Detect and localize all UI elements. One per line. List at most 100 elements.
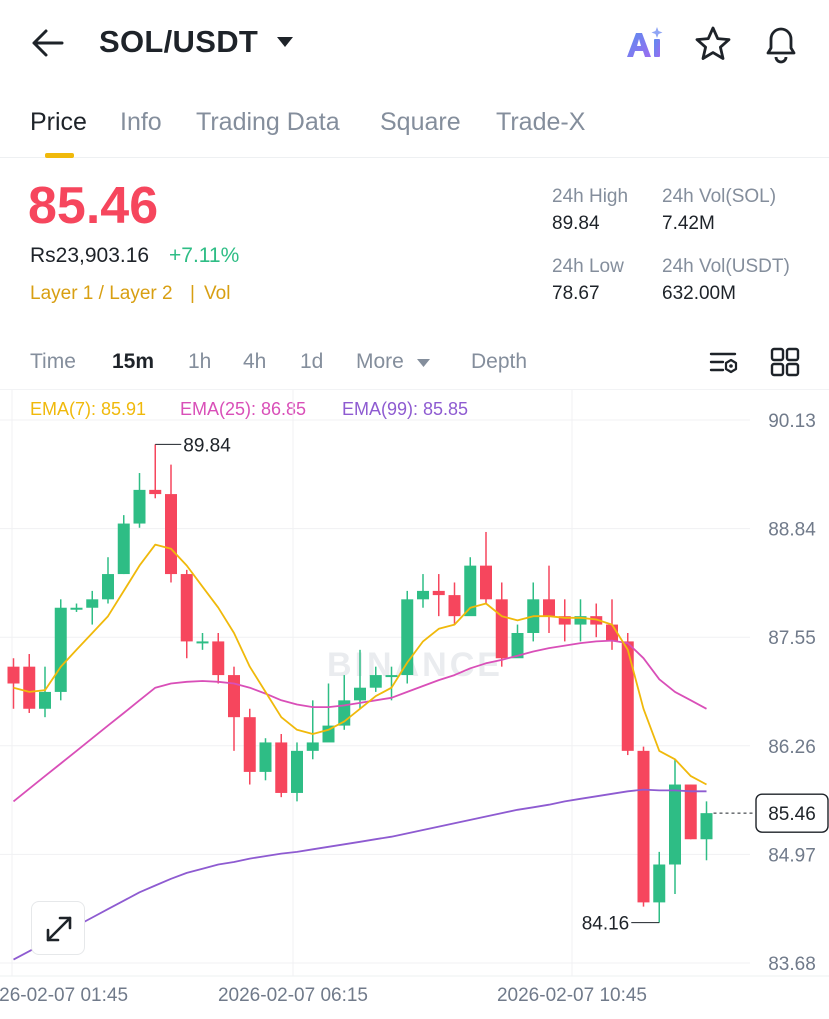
expand-icon xyxy=(46,916,72,942)
y-tick-label: 84.97 xyxy=(768,845,816,866)
candle-body xyxy=(23,666,36,709)
candle-body xyxy=(653,864,666,903)
interval-15m[interactable]: 15m xyxy=(112,350,155,373)
low-marker-label: 84.16 xyxy=(582,914,630,935)
y-tick-label: 83.68 xyxy=(768,954,816,975)
last-price: 85.46 xyxy=(28,177,159,235)
candle-body xyxy=(7,666,20,684)
y-tick-label: 86.26 xyxy=(768,737,816,758)
candle-body xyxy=(369,675,382,688)
ema99-label: EMA(99): 85.85 xyxy=(342,399,469,419)
interval-depth[interactable]: Depth xyxy=(471,350,528,373)
top-bar: SOL/USDT xyxy=(0,0,829,88)
tab-trade-x[interactable]: Trade-X xyxy=(496,108,586,136)
candle-body xyxy=(669,784,681,865)
candle-body xyxy=(259,742,272,772)
ema7-line xyxy=(13,543,707,786)
grid-layout-icon[interactable] xyxy=(768,346,802,378)
candle-body xyxy=(165,494,177,575)
candle-body xyxy=(70,607,83,610)
candle-body xyxy=(480,565,492,600)
chart-settings-icon[interactable] xyxy=(707,346,741,378)
category-tag[interactable]: Layer 1 / Layer 2 xyxy=(30,283,173,304)
candle-body xyxy=(700,813,713,840)
interval-bar: Time 15m 1h 4h 1d More Depth xyxy=(0,336,829,390)
candle-body xyxy=(149,489,162,495)
y-tick-label: 88.84 xyxy=(768,520,816,541)
candle-body xyxy=(212,641,225,676)
low-value: 78.67 xyxy=(552,283,600,304)
ema99-line xyxy=(13,788,707,961)
ai-icon[interactable] xyxy=(624,24,666,64)
interval-1d[interactable]: 1d xyxy=(300,350,324,373)
x-tick-label: 2026-02-07 10:45 xyxy=(497,985,647,1006)
candle-body xyxy=(306,742,319,751)
candle-body xyxy=(448,595,461,617)
candle-body xyxy=(684,784,697,840)
candle-body xyxy=(86,599,99,608)
candle-body xyxy=(275,742,288,793)
candle-body xyxy=(464,565,477,617)
candle-body xyxy=(558,616,571,625)
x-tick-label: 2026-02-07 01:45 xyxy=(0,985,128,1006)
tab-price[interactable]: Price xyxy=(30,108,87,136)
caret-down-icon[interactable] xyxy=(276,35,294,49)
last-price-label: 85.46 xyxy=(768,804,816,825)
candle-body xyxy=(574,616,587,625)
candle-body xyxy=(39,691,51,709)
candle-body xyxy=(511,632,524,659)
candle-body xyxy=(621,641,634,751)
arrow-left-icon[interactable] xyxy=(30,26,66,60)
interval-1h[interactable]: 1h xyxy=(188,350,212,373)
candle-body xyxy=(180,574,193,642)
main-tabs: Price Info Trading Data Square Trade-X xyxy=(0,96,829,158)
interval-time[interactable]: Time xyxy=(30,350,76,373)
y-tick-label: 87.55 xyxy=(768,628,816,649)
ema7-label: EMA(7): 85.91 xyxy=(30,399,147,419)
bell-icon[interactable] xyxy=(760,22,802,64)
star-icon[interactable] xyxy=(693,24,733,64)
ema25-line xyxy=(12,639,707,803)
x-tick-label: 2026-02-07 06:15 xyxy=(218,985,368,1006)
more-caret-icon[interactable] xyxy=(416,358,431,368)
candle-body xyxy=(102,574,114,600)
tab-square[interactable]: Square xyxy=(380,108,461,136)
candle-body xyxy=(133,489,146,524)
price-change-percent: +7.11% xyxy=(169,244,240,267)
candle-body xyxy=(291,750,303,793)
vol-quote-label: 24h Vol(USDT) xyxy=(662,256,790,277)
candle-body xyxy=(385,675,398,678)
candle-body xyxy=(543,599,555,617)
interval-4h[interactable]: 4h xyxy=(243,350,267,373)
candle-body xyxy=(495,599,508,659)
tag-separator: | xyxy=(190,283,195,304)
vol-tag[interactable]: Vol xyxy=(204,283,231,304)
candle-body xyxy=(228,675,240,718)
candle-body xyxy=(354,687,366,701)
candle-body xyxy=(417,590,429,600)
interval-more[interactable]: More xyxy=(356,350,404,373)
pair-title[interactable]: SOL/USDT xyxy=(99,24,259,59)
candle-body xyxy=(117,523,130,575)
high-value: 89.84 xyxy=(552,213,600,234)
vol-quote-value: 632.00M xyxy=(662,283,736,304)
expand-chart-button[interactable] xyxy=(31,901,85,955)
fiat-price: Rs23,903.16 xyxy=(30,244,150,267)
low-label: 24h Low xyxy=(552,256,624,277)
candle-body xyxy=(432,590,445,596)
y-tick-label: 90.13 xyxy=(768,411,816,432)
tab-info[interactable]: Info xyxy=(120,108,162,136)
candle-body xyxy=(196,641,209,644)
candlestick-chart[interactable]: BINANCE 90.13 88.84 87.55 86.26 84.97 83.68 202… xyxy=(0,390,829,1019)
candle-body xyxy=(637,750,650,903)
high-label: 24h High xyxy=(552,186,629,207)
candle-body xyxy=(243,717,256,772)
last-price-box xyxy=(755,793,829,833)
vol-base-value: 7.42M xyxy=(662,213,715,234)
ema25-label: EMA(25): 86.85 xyxy=(180,399,307,419)
high-marker-label: 89.84 xyxy=(183,435,231,456)
tab-trading-data[interactable]: Trading Data xyxy=(196,108,340,136)
vol-base-label: 24h Vol(SOL) xyxy=(662,186,777,207)
candle-body xyxy=(401,599,414,676)
candle-body xyxy=(54,607,67,692)
